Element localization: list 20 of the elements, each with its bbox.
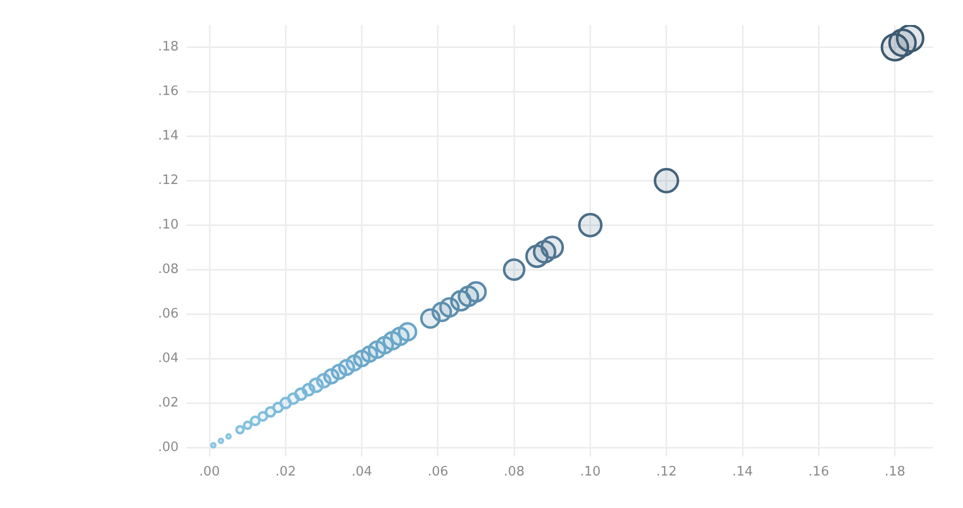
y-tick-label: .08 [158, 262, 179, 277]
x-tick-label: .06 [428, 464, 448, 480]
y-tick-label: .06 [158, 306, 179, 322]
x-tick-label: .14 [732, 464, 753, 480]
y-tick-label: .02 [158, 395, 179, 410]
y-tick-label: .04 [158, 350, 179, 366]
x-tick-label: .10 [580, 464, 601, 480]
x-tick-label: .12 [656, 464, 677, 480]
y-tick-label: .00 [158, 440, 179, 455]
x-tick-label: .00 [199, 464, 220, 480]
x-tick-label: .16 [808, 464, 830, 480]
y-tick-label: .10 [158, 218, 179, 233]
y-tick-label: .12 [158, 173, 179, 188]
x-tick-label: .08 [504, 464, 524, 480]
x-tick-label: .02 [275, 464, 296, 480]
y-tick-label: .14 [158, 128, 179, 144]
x-tick-label: .18 [884, 464, 906, 480]
y-tick-label: .18 [158, 40, 179, 55]
x-tick-label: .04 [351, 464, 372, 480]
y-tick-label: .16 [158, 84, 179, 100]
